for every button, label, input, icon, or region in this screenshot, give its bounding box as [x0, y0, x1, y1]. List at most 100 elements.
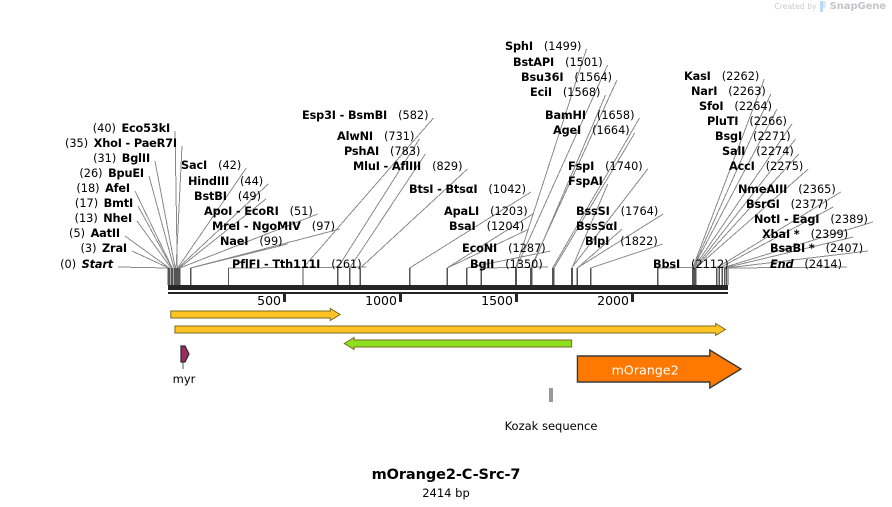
restriction-site-label[interactable]: MreI - NgoMIV (97) [212, 221, 335, 232]
restriction-site-label[interactable]: SalI (2274) [722, 146, 794, 157]
restriction-site-label[interactable]: PshAI (783) [344, 146, 420, 157]
site-name: NmeAIII [738, 183, 788, 196]
restriction-site-label[interactable]: (26) BpuEI [79, 168, 144, 179]
restriction-site-label[interactable]: (13) NheI [75, 213, 133, 224]
ruler-tick-label: 2000 [597, 293, 629, 308]
site-name: AatII [90, 227, 121, 240]
feature-arrow[interactable] [343, 336, 573, 351]
restriction-site-label[interactable]: BbsI (2112) [653, 259, 729, 270]
restriction-site-label[interactable]: BstBI (49) [194, 191, 261, 202]
site-position: (261) [331, 258, 362, 271]
restriction-site-label[interactable]: FspI (1740) [568, 161, 643, 172]
restriction-site-label[interactable]: AgeI (1664) [553, 125, 630, 136]
restriction-site-label[interactable]: PflFI - Tth111I (261) [232, 259, 362, 270]
restriction-site-label[interactable]: BsrGI (2377) [746, 199, 828, 210]
restriction-site-label[interactable]: (5) AatII [69, 228, 120, 239]
site-position: (2266) [749, 115, 787, 128]
site-position: (17) [74, 197, 99, 210]
site-position: (49) [237, 190, 262, 203]
restriction-site-label[interactable]: (0) Start [60, 259, 113, 270]
site-position: (5) [69, 227, 86, 240]
restriction-site-label[interactable]: (40) Eco53kI [93, 123, 170, 134]
restriction-site-label[interactable]: NmeAIII (2365) [738, 184, 836, 195]
restriction-site-label[interactable]: EciI (1568) [530, 87, 600, 98]
myr-feature-glyph[interactable] [180, 345, 190, 363]
restriction-site-label[interactable]: BstAPI (1501) [513, 57, 603, 68]
feature-arrow-label: mOrange2 [611, 362, 679, 378]
restriction-site-label[interactable]: BsgI (2271) [715, 131, 791, 142]
site-position: (26) [79, 167, 103, 180]
site-leader-line [446, 213, 533, 269]
restriction-site-label[interactable]: XbaI * (2399) [762, 229, 848, 240]
restriction-site-label[interactable]: BamHI (1658) [545, 110, 635, 121]
restriction-site-label[interactable]: (18) AfeI [76, 183, 130, 194]
site-name: HindIII [188, 175, 230, 188]
site-position: (44) [240, 175, 264, 188]
site-leader-line [726, 250, 869, 269]
site-name: PluTI [707, 115, 739, 128]
restriction-site-label[interactable]: BlpI (1822) [585, 236, 658, 247]
feature-arrow[interactable] [576, 348, 743, 390]
snapgene-logo-icon [819, 1, 827, 12]
restriction-site-label[interactable]: ApaLI (1203) [444, 206, 528, 217]
site-leader-line [577, 228, 623, 269]
feature-arrow[interactable] [174, 322, 727, 337]
restriction-site-label[interactable]: BssSαI [576, 221, 617, 232]
site-name: AgeI [553, 124, 582, 137]
restriction-site-label[interactable]: NaeI (99) [220, 236, 283, 247]
restriction-site-label[interactable]: BsaBI * (2407) [770, 243, 863, 254]
site-leader-line [148, 175, 175, 269]
site-position: (97) [311, 220, 335, 233]
restriction-site-label[interactable]: SfoI (2264) [699, 101, 772, 112]
restriction-site-label[interactable]: NarI (2263) [691, 86, 766, 97]
site-position: (1664) [592, 124, 630, 137]
site-position: (2274) [756, 145, 794, 158]
plasmid-backbone [168, 285, 728, 290]
restriction-site-label[interactable]: End (2414) [770, 259, 842, 270]
ruler-tick-label: 1000 [365, 293, 397, 308]
restriction-site-label[interactable]: BglI (1350) [470, 259, 543, 270]
restriction-site-label[interactable]: BtsI - BtsαI (1042) [409, 184, 526, 195]
site-name: AccI [729, 160, 755, 173]
restriction-site-label[interactable]: BsaI (1204) [449, 221, 524, 232]
site-name: BsaI [449, 220, 476, 233]
kozak-feature-glyph[interactable] [549, 388, 553, 402]
restriction-site-label[interactable]: AlwNI (731) [337, 131, 414, 142]
restriction-site-label[interactable]: NotI - EagI (2389) [754, 214, 868, 225]
restriction-site-label[interactable]: Bsu36I (1564) [521, 72, 612, 83]
restriction-site-label[interactable]: (17) BmtI [75, 198, 133, 209]
site-leader-line [515, 48, 587, 269]
site-position: (2262) [721, 70, 760, 83]
site-leader-line [302, 117, 434, 269]
site-leader-line [124, 235, 170, 269]
restriction-site-label[interactable]: PluTI (2266) [707, 116, 787, 127]
site-name: BamHI [545, 109, 586, 122]
restriction-site-label[interactable]: (3) ZraI [80, 243, 127, 254]
site-position: (829) [432, 160, 463, 173]
site-position: (2264) [734, 100, 772, 113]
site-leader-line [727, 266, 848, 269]
ruler-tick-label: 500 [257, 293, 281, 308]
restriction-site-label[interactable]: BssSI (1764) [576, 206, 658, 217]
restriction-site-label[interactable]: HindIII (44) [188, 176, 263, 187]
restriction-site-label[interactable]: MluI - AflIII (829) [353, 161, 463, 172]
restriction-site-label[interactable]: (35) XhoI - PaeR7I [65, 138, 177, 149]
site-name: Eco53kI [121, 122, 170, 135]
restriction-site-label[interactable]: ApoI - EcoRI (51) [204, 206, 313, 217]
site-leader-line [695, 168, 809, 269]
restriction-site-label[interactable]: (31) BglII [93, 153, 150, 164]
site-leader-line [722, 221, 874, 269]
site-name: BtsI - BtsαI [409, 183, 478, 196]
restriction-site-label[interactable]: SphI (1499) [505, 41, 581, 52]
site-name: BstAPI [513, 56, 555, 69]
restriction-site-label[interactable]: EcoNI (1287) [462, 243, 546, 254]
site-leader-line [692, 108, 778, 269]
restriction-site-label[interactable]: SacI (42) [181, 160, 241, 171]
restriction-site-label[interactable]: KasI (2262) [684, 71, 759, 82]
restriction-site-label[interactable]: AccI (2275) [729, 161, 803, 172]
restriction-site-label[interactable]: Esp3I - BsmBI (582) [302, 110, 429, 121]
site-leader-line [154, 160, 176, 269]
feature-arrow[interactable] [170, 307, 342, 322]
restriction-site-label[interactable]: FspAI [568, 176, 603, 187]
